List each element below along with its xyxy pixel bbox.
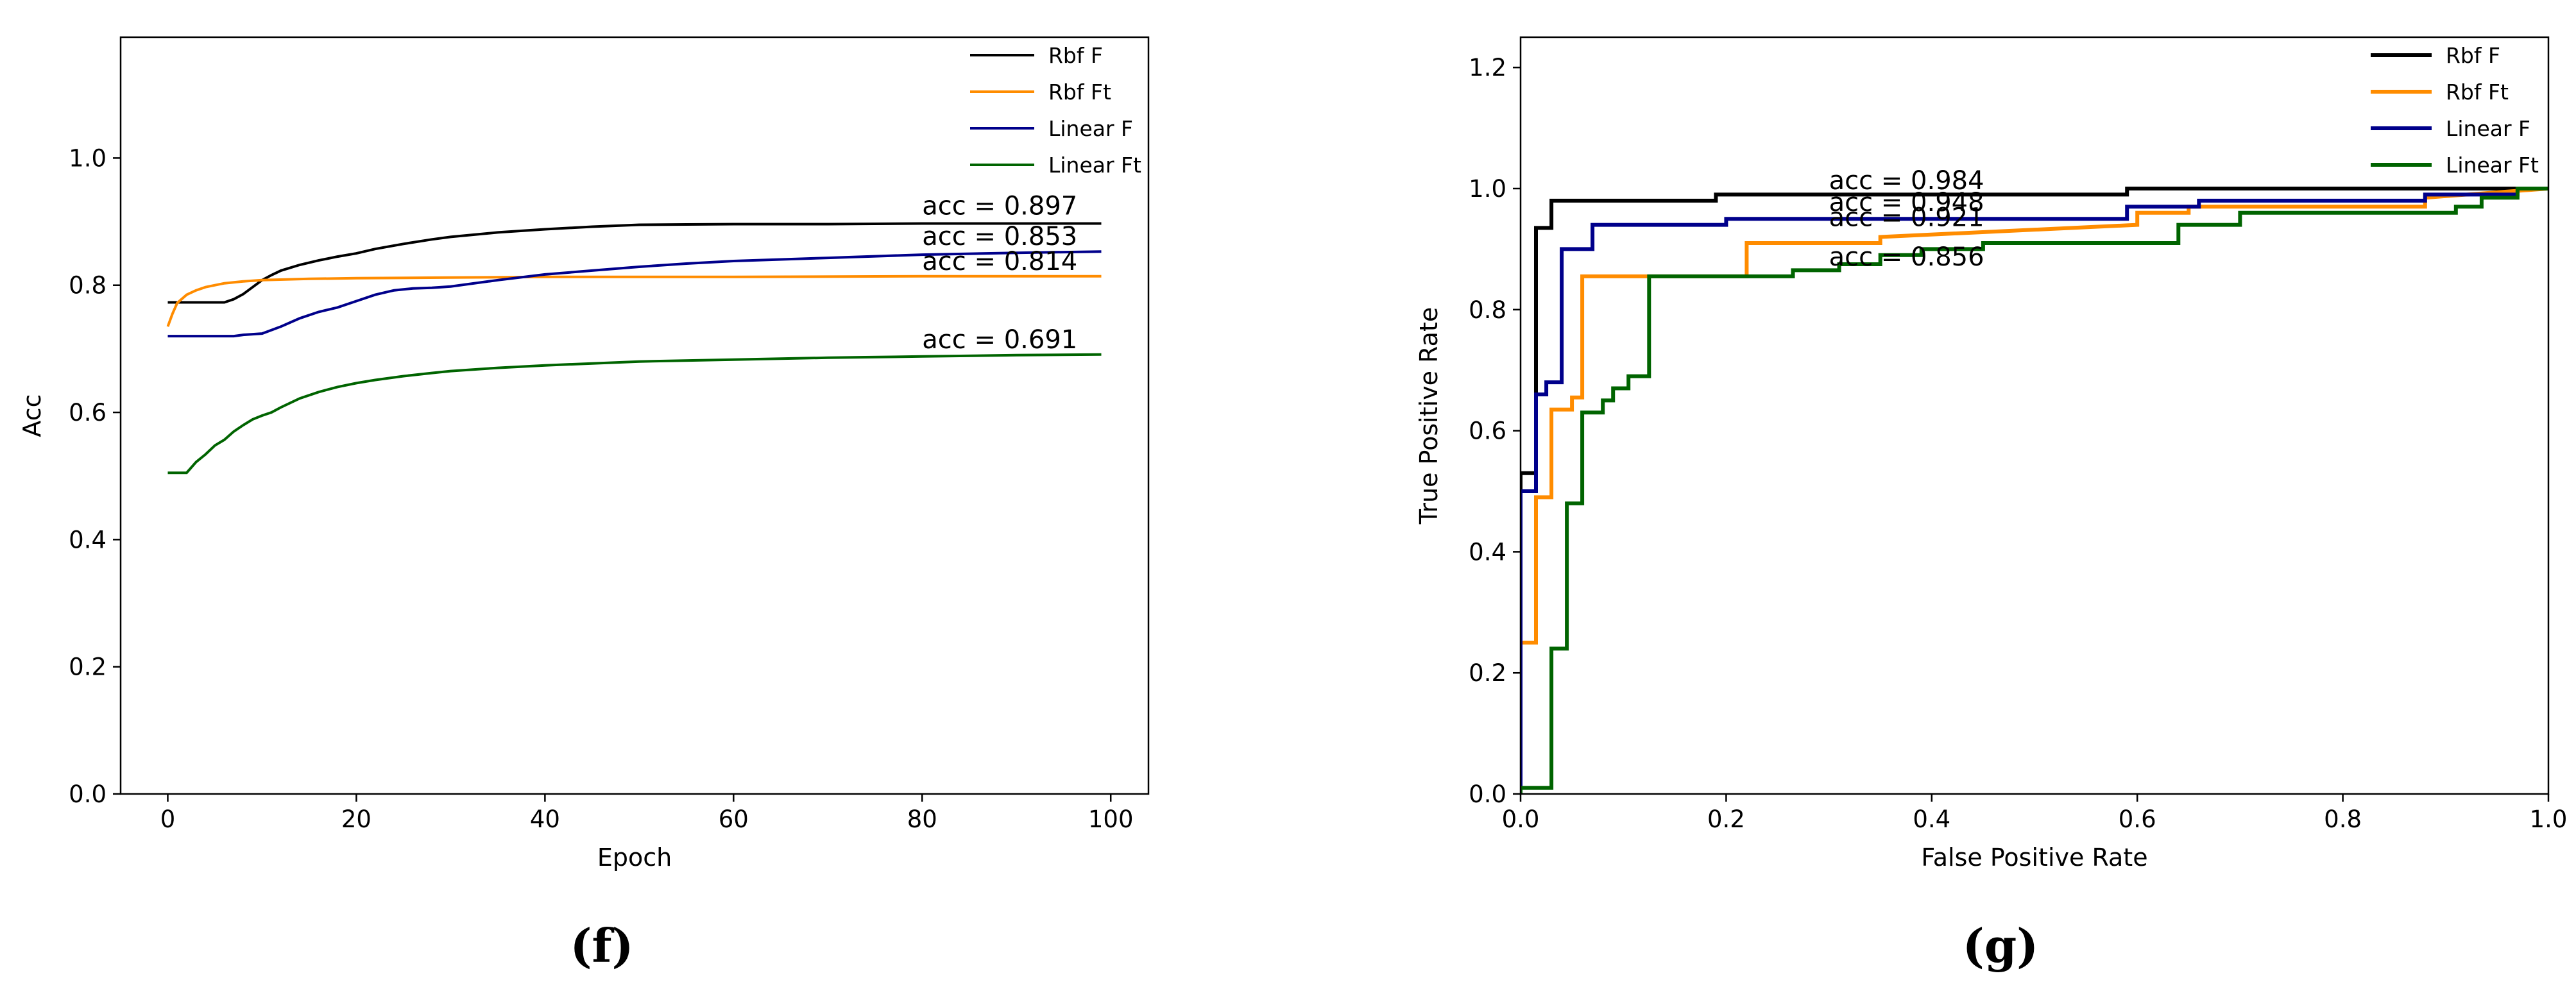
- accuracy-annotation: acc = 0.984: [1829, 166, 1984, 196]
- accuracy-annotation: acc = 0.814: [922, 247, 1077, 276]
- figure-caption: (g): [1963, 918, 2038, 973]
- y-tick-label: 1.0: [1469, 175, 1506, 203]
- x-axis-label: Epoch: [597, 843, 672, 872]
- x-tick-label: 1.0: [2530, 806, 2568, 833]
- series-group: [166, 222, 1102, 475]
- figure-caption: (f): [570, 918, 633, 973]
- y-axis-label: Acc: [18, 394, 46, 437]
- accuracy-annotation: acc = 0.897: [922, 192, 1077, 221]
- series-line-rbf-f: [167, 222, 1102, 304]
- y-tick-label: 0.4: [1469, 538, 1506, 566]
- x-tick-label: 40: [530, 806, 560, 833]
- legend-label: Rbf Ft: [1048, 80, 1111, 105]
- x-tick-label: 0.2: [1707, 806, 1745, 833]
- x-axis-label: False Positive Rate: [1921, 843, 2147, 872]
- legend-label: Linear F: [2446, 116, 2530, 141]
- y-tick-label: 0.6: [69, 399, 107, 426]
- accuracy-annotation: acc = 0.948: [1829, 188, 1984, 217]
- legend-label: Rbf F: [1048, 43, 1103, 68]
- x-tick-label: 0.8: [2324, 806, 2362, 833]
- y-tick-label: 0.8: [1469, 296, 1506, 324]
- legend-label: Linear Ft: [2446, 153, 2539, 178]
- y-tick-label: 0.2: [1469, 659, 1506, 687]
- y-tick-label: 0.0: [1469, 780, 1506, 808]
- legend-label: Rbf F: [2446, 43, 2500, 68]
- series-line-rbf-ft: [1521, 187, 2548, 794]
- x-tick-label: 0.4: [1913, 806, 1950, 833]
- y-tick-label: 0.2: [69, 654, 107, 681]
- x-tick-label: 100: [1088, 806, 1134, 833]
- legend-label: Linear F: [1048, 116, 1133, 141]
- accuracy-annotation: acc = 0.921: [1829, 203, 1984, 233]
- x-tick-label: 0.6: [2119, 806, 2156, 833]
- y-tick-label: 0.6: [1469, 418, 1506, 445]
- y-tick-label: 1.2: [1469, 54, 1506, 81]
- legend-label: Rbf Ft: [2446, 80, 2509, 105]
- series-line-rbf-f: [1521, 187, 2548, 794]
- y-tick-label: 0.0: [69, 780, 107, 808]
- chart-panel-f: 0 20 40 60 80 100 0.0 0.2 0.4 0.6 0.8 1.0 Epoch Acc ac…: [18, 36, 1150, 973]
- accuracy-annotation: acc = 0.856: [1829, 242, 1984, 272]
- y-axis-label: True Positive Rate: [1415, 307, 1443, 525]
- x-tick-label: 20: [341, 806, 371, 833]
- accuracy-annotation: acc = 0.691: [922, 325, 1077, 355]
- chart-panel-g: 0.0 0.2 0.4 0.6 0.8 1.0 0.0 0.2 0.4 0.6 0.8 1.0 1.2 F…: [1415, 36, 2568, 973]
- y-tick-label: 0.8: [69, 272, 107, 299]
- plot-frame: [1519, 36, 2550, 795]
- legend-label: Linear Ft: [1048, 153, 1141, 178]
- series-group: [1521, 187, 2548, 794]
- x-tick-label: 80: [907, 806, 937, 833]
- accuracy-annotation: acc = 0.853: [922, 222, 1077, 251]
- series-line-rbf-ft: [166, 274, 1102, 327]
- y-tick-label: 1.0: [69, 144, 107, 172]
- y-tick-label: 0.4: [69, 526, 107, 553]
- x-tick-label: 60: [719, 806, 749, 833]
- series-line-linear-f: [1521, 187, 2548, 794]
- x-tick-label: 0.0: [1502, 806, 1540, 833]
- series-line-linear-f: [167, 250, 1102, 338]
- series-line-linear-ft: [1521, 187, 2548, 794]
- series-line-linear-ft: [167, 353, 1102, 475]
- x-tick-label: 0: [160, 806, 176, 833]
- plot-frame: [119, 36, 1150, 795]
